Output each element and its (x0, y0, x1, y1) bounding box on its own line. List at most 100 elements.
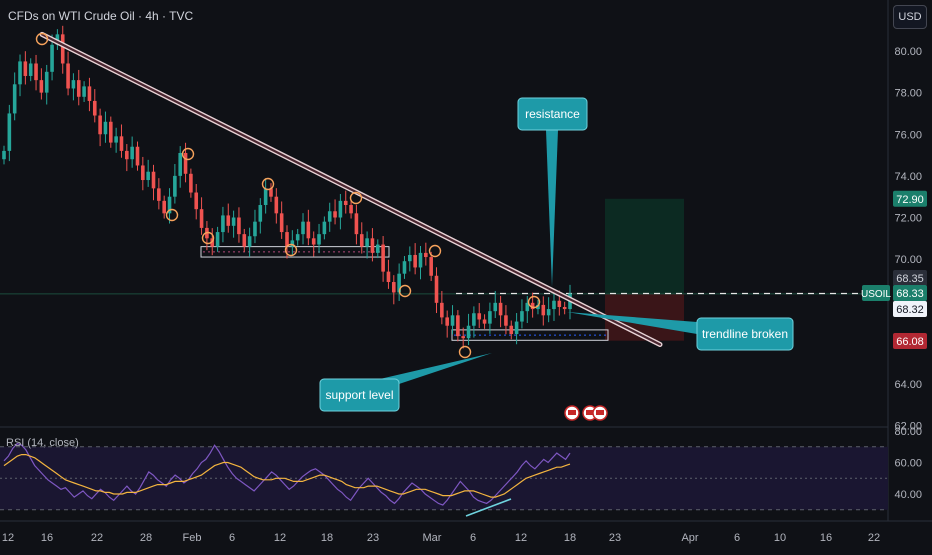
price-axis-tick: 80.00 (894, 46, 922, 58)
candle-body (242, 234, 247, 247)
price-axis-tick: 72.00 (894, 213, 922, 225)
candle-body (338, 200, 343, 218)
rsi-axis-tick: 80.00 (894, 426, 922, 438)
candle-body (461, 336, 466, 339)
candle-body (2, 150, 6, 160)
trendline-broken-callout: trendline broken (567, 312, 794, 351)
time-axis-tick: 6 (229, 532, 235, 544)
candle-body (125, 150, 129, 160)
candle-body (333, 211, 337, 218)
candle-body (509, 325, 514, 335)
rsi-band (0, 446, 888, 510)
rsi-divergence-line (465, 498, 512, 517)
candle-body (493, 302, 498, 312)
candle-body (562, 306, 567, 310)
candle-body (488, 311, 492, 324)
candle-body (552, 300, 556, 310)
rsi-label: RSI (14, close) (6, 437, 79, 449)
candle-body (327, 211, 332, 222)
candle-body (322, 221, 327, 235)
candle-body (39, 80, 44, 93)
candle-body (285, 232, 289, 247)
candle-body (82, 86, 86, 97)
candle-body (279, 213, 284, 233)
swing-marker (201, 231, 215, 245)
target-price-tag: 72.90 (893, 190, 927, 207)
time-axis-tick: 12 (274, 532, 286, 544)
time-axis-tick: 22 (868, 532, 880, 544)
candle-body (536, 304, 540, 310)
time-axis-tick: 18 (321, 532, 333, 544)
resistance-callout: resistance (517, 97, 588, 287)
candle-body (199, 209, 204, 228)
candle-body (466, 325, 471, 339)
candle-body (141, 165, 145, 181)
candle-body (130, 146, 134, 160)
svg-text:68.32: 68.32 (896, 304, 924, 316)
candle-body (221, 215, 225, 233)
candle-body (354, 213, 359, 235)
support-box (451, 329, 609, 341)
candle-body (311, 238, 316, 245)
candle-body (514, 321, 519, 335)
candle-body (429, 257, 433, 276)
candle-body (189, 173, 193, 193)
swing-marker (458, 345, 472, 359)
candle-body (231, 217, 236, 226)
rsi-axis-tick: 60.00 (894, 458, 922, 470)
candle-body (103, 121, 108, 135)
candle-body (50, 44, 54, 72)
candle-body (167, 196, 172, 214)
time-axis-tick: 22 (91, 532, 103, 544)
swing-marker (428, 244, 442, 258)
trendline-inner (40, 33, 662, 346)
candle-body (440, 302, 444, 318)
candle-body (397, 273, 401, 293)
svg-text:66.08: 66.08 (896, 336, 924, 348)
time-axis-tick: Feb (183, 532, 202, 544)
candle-body (530, 302, 535, 310)
candle-body (418, 252, 423, 268)
candle-body (135, 146, 140, 166)
time-axis-tick: 16 (41, 532, 53, 544)
price-axis-tick: 70.00 (894, 254, 922, 266)
candle-body (408, 254, 412, 262)
candle-body (7, 113, 12, 151)
time-axis-tick: 18 (564, 532, 576, 544)
candle-body (87, 86, 92, 101)
symbol-tag: USOIL (861, 285, 891, 301)
candle-body (482, 319, 487, 324)
candle-body (237, 217, 241, 235)
last-price-tag: 68.33 (893, 285, 927, 301)
time-axis-tick: 12 (2, 532, 14, 544)
candle-body (290, 240, 295, 247)
candle-body (541, 304, 546, 316)
swing-marker (527, 295, 541, 309)
rsi-axis-tick: 40.00 (894, 489, 922, 501)
candle-body (317, 234, 321, 245)
price-axis-tick: 62.00 (894, 421, 922, 433)
rsi-ma-line (3, 454, 571, 498)
candle-body (119, 136, 124, 151)
candle-body (157, 188, 161, 201)
stop-price-tag: 66.08 (893, 333, 927, 349)
candle-body (445, 317, 449, 326)
svg-text:support level: support level (325, 388, 393, 402)
swing-marker (349, 191, 363, 205)
currency-button[interactable]: USD (893, 5, 927, 29)
swing-marker (261, 177, 275, 191)
candle-body (92, 100, 97, 116)
support-callout: support level (319, 353, 492, 412)
candle-body (306, 221, 311, 239)
candle-body (386, 271, 391, 283)
candle-body (162, 200, 166, 214)
time-axis-tick: 10 (774, 532, 786, 544)
swing-marker (181, 147, 195, 161)
svg-text:72.90: 72.90 (896, 194, 924, 206)
candle-body (365, 238, 369, 247)
svg-text:USOIL: USOIL (861, 289, 891, 300)
svg-text:trendline broken: trendline broken (702, 327, 788, 341)
candle-body (66, 63, 70, 89)
